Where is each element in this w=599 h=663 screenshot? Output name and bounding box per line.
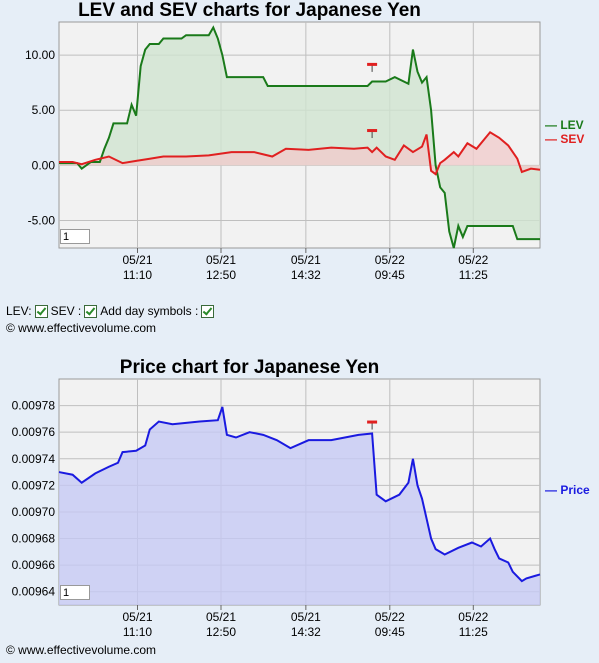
- price-x-tick-label-date: 05/22: [458, 610, 488, 624]
- day-symbols-checkbox[interactable]: [201, 304, 215, 318]
- price-y-tick-label: 0.00970: [12, 505, 56, 519]
- price-series-line-price: [58, 406, 541, 583]
- price-y-tick-label: 0.00972: [12, 478, 56, 492]
- lev-sev-x-tick-label-time: 12:50: [206, 268, 236, 282]
- lev-checkbox-label: LEV:: [6, 304, 32, 318]
- lev-sev-x-tick-label-date: 05/21: [291, 253, 321, 267]
- lev-sev-chart: 05/2111:1005/2112:5005/2114:3205/2209:45…: [25, 21, 541, 282]
- price-y-tick-label: 0.00968: [12, 532, 56, 546]
- price-y-tick-label: 0.00974: [12, 452, 56, 466]
- lev-sev-x-tick-label-date: 05/22: [458, 253, 488, 267]
- sev-checkbox-label: SEV :: [50, 304, 82, 318]
- lev-sev-x-tick-label-time: 11:10: [123, 268, 152, 282]
- day-symbols-checkbox-label: Add day symbols :: [100, 304, 199, 318]
- price-x-tick-label-time: 11:25: [459, 625, 488, 639]
- price-x-tick-label-time: 12:50: [206, 625, 236, 639]
- lev-sev-chart-title: LEV and SEV charts for Japanese Yen: [78, 0, 421, 21]
- lev-sev-series-fill-lev: [59, 27, 540, 249]
- price-y-tick-label: 0.00964: [12, 585, 56, 599]
- price-x-tick-label-time: 11:10: [123, 625, 152, 639]
- lev-sev-x-tick-label-time: 11:25: [459, 268, 488, 282]
- price-y-tick-label: 0.00966: [12, 558, 56, 572]
- price-zoom-input[interactable]: 1: [60, 585, 90, 600]
- legend-sev: — SEV: [545, 132, 585, 146]
- lev-sev-x-tick-label-time: 14:32: [291, 268, 321, 282]
- price-day-marker-flag: [367, 420, 378, 424]
- price-x-tick-label-date: 05/21: [122, 610, 152, 624]
- price-x-tick-label-time: 14:32: [291, 625, 321, 639]
- price-x-tick-label-date: 05/22: [375, 610, 405, 624]
- price-x-tick-label-time: 09:45: [375, 625, 405, 639]
- copyright-bottom: © www.effectivevolume.com: [6, 643, 157, 657]
- lev-sev-series-fill-sev: [59, 132, 540, 175]
- lev-sev-y-tick-label: 10.00: [25, 48, 55, 62]
- lev-sev-series-line-sev: [59, 130, 541, 176]
- lev-checkbox[interactable]: [34, 304, 48, 318]
- price-x-tick-label-date: 05/21: [206, 610, 236, 624]
- price-chart: 05/2111:1005/2112:5005/2114:3205/2209:45…: [12, 378, 541, 639]
- price-y-tick-label: 0.00976: [12, 425, 56, 439]
- sev-checkbox[interactable]: [84, 304, 98, 318]
- lev-sev-series-line-lev: [59, 25, 540, 249]
- lev-sev-day-marker-flag: [367, 62, 378, 66]
- price-y-tick-label: 0.00978: [12, 399, 56, 413]
- chart-controls: LEV: SEV : Add day symbols :: [6, 304, 215, 318]
- copyright-top: © www.effectivevolume.com: [6, 321, 157, 335]
- lev-sev-y-tick-label: 0.00: [32, 158, 56, 172]
- lev-sev-x-tick-label-date: 05/21: [122, 253, 152, 267]
- lev-sev-day-marker-flag: [367, 129, 378, 133]
- lev-sev-x-tick-label-date: 05/21: [206, 253, 236, 267]
- price-series-fill-price: [59, 406, 540, 605]
- legend-price: — Price: [545, 483, 590, 497]
- lev-sev-y-tick-label: -5.00: [28, 213, 56, 227]
- lev-sev-x-tick-label-date: 05/22: [375, 253, 405, 267]
- lev-sev-x-tick-label-time: 09:45: [375, 268, 405, 282]
- lev-sev-zoom-input[interactable]: 1: [60, 229, 90, 244]
- price-chart-title: Price chart for Japanese Yen: [119, 357, 380, 378]
- lev-sev-y-tick-label: 5.00: [32, 103, 56, 117]
- legend-lev: — LEV: [545, 118, 584, 132]
- price-x-tick-label-date: 05/21: [291, 610, 321, 624]
